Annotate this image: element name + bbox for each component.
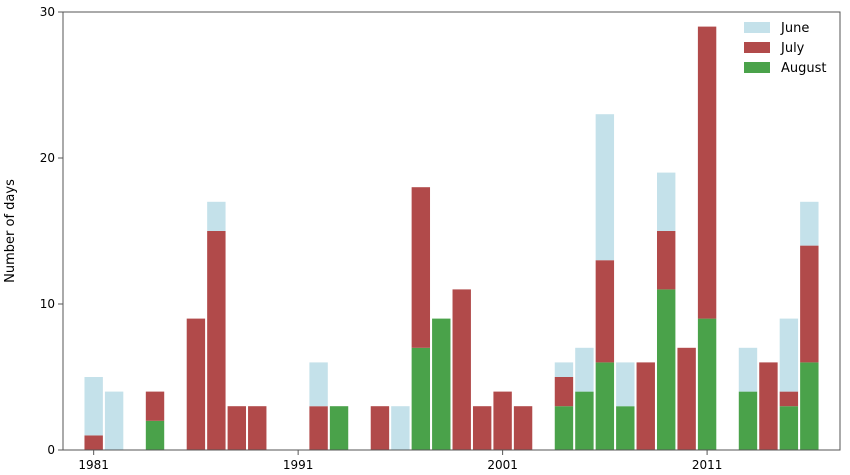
y-tick-label: 30 bbox=[40, 5, 55, 19]
bar-july-2001 bbox=[493, 391, 512, 450]
bar-june-1982 bbox=[104, 391, 124, 450]
bar-august-1993 bbox=[329, 406, 349, 450]
bar-july-1987 bbox=[207, 231, 226, 450]
bar-june-1981 bbox=[84, 377, 103, 436]
bar-july-1989 bbox=[248, 406, 267, 450]
bar-august-1997 bbox=[411, 347, 431, 450]
legend-swatch-june bbox=[744, 22, 770, 33]
bar-july-2008 bbox=[636, 362, 655, 450]
y-tick-label: 0 bbox=[47, 443, 55, 457]
x-axis: 1981 1991 2001 2011 bbox=[78, 450, 722, 472]
bar-august-1984 bbox=[145, 420, 165, 450]
y-axis-label: Number of days bbox=[3, 179, 18, 283]
bar-august-2004 bbox=[554, 406, 574, 450]
bar-june-2009 bbox=[656, 172, 676, 231]
bar-july-2014 bbox=[759, 362, 778, 450]
bar-july-2015 bbox=[779, 391, 799, 407]
bar-july-2004 bbox=[554, 377, 574, 407]
x-tick-label: 2001 bbox=[487, 458, 518, 472]
x-tick-label: 1981 bbox=[78, 458, 109, 472]
legend: June July August bbox=[744, 21, 827, 76]
bar-june-2004 bbox=[554, 362, 574, 377]
bar-june-2015 bbox=[779, 318, 799, 392]
bar-july-1995 bbox=[370, 406, 390, 450]
bar-july-2002 bbox=[513, 406, 533, 450]
bar-june-1996 bbox=[391, 406, 410, 450]
bar-july-2006 bbox=[595, 260, 615, 363]
bar-august-2013 bbox=[738, 391, 758, 450]
x-tick-label: 1991 bbox=[283, 458, 314, 472]
bar-july-2000 bbox=[472, 406, 492, 450]
bar-july-2016 bbox=[800, 245, 819, 363]
legend-label-july: July bbox=[780, 41, 805, 56]
bar-june-2016 bbox=[800, 201, 819, 246]
bar-july-1999 bbox=[452, 289, 471, 450]
bar-july-2011 bbox=[697, 26, 717, 319]
bar-july-2010 bbox=[677, 347, 696, 450]
bar-august-2005 bbox=[575, 391, 594, 450]
bar-june-2006 bbox=[595, 114, 615, 261]
bar-august-2007 bbox=[616, 406, 635, 450]
bar-july-1986 bbox=[186, 318, 206, 450]
legend-label-june: June bbox=[780, 21, 809, 36]
bar-july-1981 bbox=[84, 435, 103, 450]
bar-august-2006 bbox=[595, 362, 615, 450]
bar-july-1984 bbox=[145, 391, 165, 421]
bar-july-1988 bbox=[227, 406, 247, 450]
bar-august-2016 bbox=[800, 362, 819, 450]
bar-august-1998 bbox=[432, 318, 451, 450]
y-axis: 0 10 20 30 bbox=[40, 5, 63, 457]
y-tick-label: 20 bbox=[40, 151, 55, 165]
legend-swatch-july bbox=[744, 42, 770, 53]
bar-july-1997 bbox=[411, 187, 431, 348]
bar-july-1992 bbox=[309, 406, 328, 450]
bars-layer bbox=[84, 26, 819, 450]
bar-june-1987 bbox=[207, 201, 226, 231]
bar-june-1992 bbox=[309, 362, 328, 407]
bar-august-2015 bbox=[779, 406, 799, 450]
y-tick-label: 10 bbox=[40, 297, 55, 311]
bar-june-2013 bbox=[738, 347, 758, 392]
x-tick-label: 2011 bbox=[692, 458, 723, 472]
bar-june-2005 bbox=[575, 347, 594, 392]
plot-area-frame bbox=[62, 11, 841, 451]
bar-august-2009 bbox=[656, 289, 676, 450]
bar-july-2009 bbox=[656, 231, 676, 290]
legend-swatch-august bbox=[744, 62, 770, 73]
legend-label-august: August bbox=[781, 61, 827, 76]
bar-august-2011 bbox=[697, 318, 717, 450]
bar-june-2007 bbox=[616, 362, 635, 407]
